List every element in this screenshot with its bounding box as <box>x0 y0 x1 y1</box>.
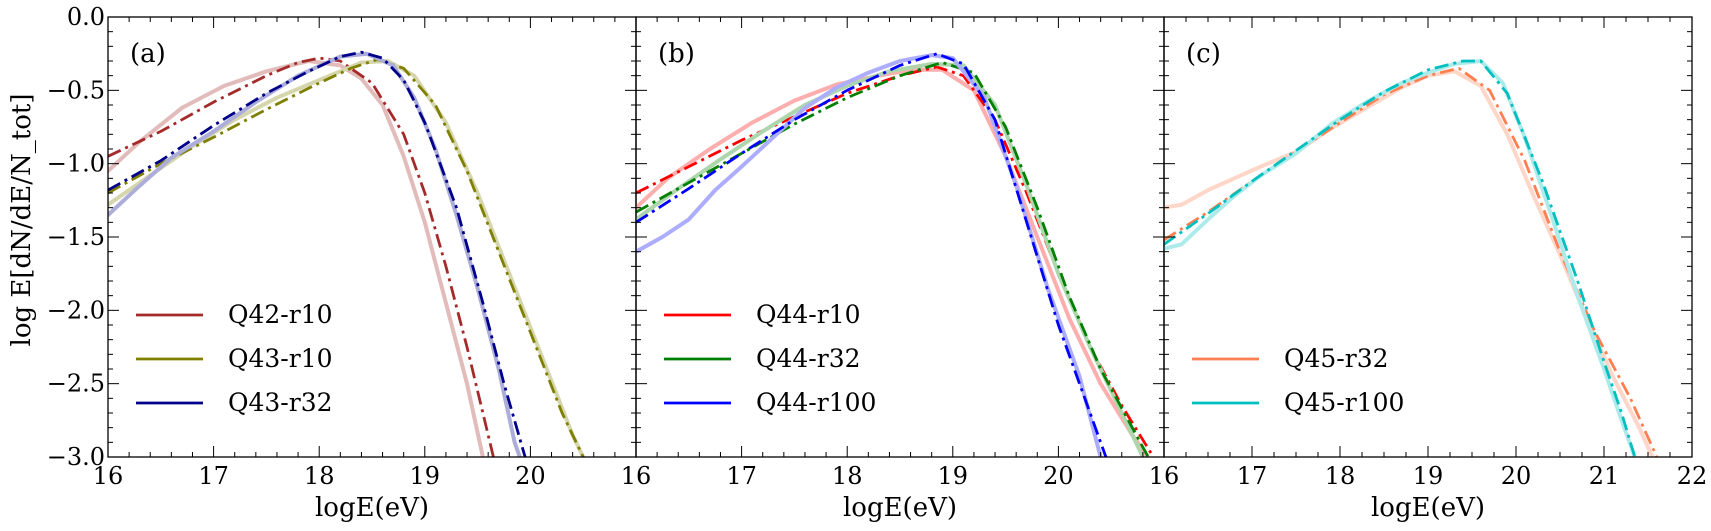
x-tick-label: 18 <box>304 462 335 490</box>
series-line-sim-Q43-r32 <box>108 51 522 457</box>
panel-series-group <box>1164 59 1659 457</box>
x-tick-label: 18 <box>832 462 863 490</box>
x-tick-label: 22 <box>1677 462 1708 490</box>
x-tick-label: 20 <box>1043 462 1074 490</box>
x-tick-label: 19 <box>410 462 441 490</box>
x-axis-title: logE(eV) <box>843 493 957 523</box>
legend-label: Q45-r100 <box>1284 388 1404 417</box>
panel-1: 16 17 18 19 20 −3.0 −2.5 −2.0 −1.5 −1.0 −0.5 0.0 log… <box>47 3 637 523</box>
series-line-fit-Q45-r100 <box>1164 59 1637 457</box>
series-line-fit-Q44-r10 <box>636 65 1155 457</box>
x-tick-label: 16 <box>621 462 652 490</box>
y-tick-label: −1.0 <box>47 150 105 178</box>
x-tick-label: 16 <box>93 462 124 490</box>
x-axis-title: logE(eV) <box>315 493 429 523</box>
series-line-fit-Q43-r10 <box>108 58 585 457</box>
x-tick-label: 17 <box>198 462 229 490</box>
series-line-fit-Q45-r32 <box>1164 66 1659 457</box>
y-tick-label: −3.0 <box>47 443 105 471</box>
panel-label: (c) <box>1186 39 1221 69</box>
x-tick-label: 19 <box>1413 462 1444 490</box>
legend-label: Q44-r32 <box>756 344 861 373</box>
legend: Q42-r10 Q43-r10 Q43-r32 <box>136 300 333 417</box>
panel-series-group <box>108 50 586 457</box>
series-line-sim-Q42-r10 <box>108 59 485 457</box>
legend: Q45-r32 Q45-r100 <box>1192 344 1404 417</box>
y-tick-label: −2.0 <box>47 296 105 324</box>
x-tick-label: 20 <box>515 462 546 490</box>
legend-label: Q43-r10 <box>228 344 333 373</box>
x-tick-label: 21 <box>1589 462 1620 490</box>
x-axis-title: logE(eV) <box>1371 493 1485 523</box>
y-tick-label: −1.5 <box>47 223 105 251</box>
legend-label: Q45-r32 <box>1284 344 1389 373</box>
legend-label: Q42-r10 <box>228 300 333 329</box>
panel-label: (b) <box>658 39 695 69</box>
y-axis-title-group: log E[dN/dE/N_tot] <box>7 94 37 347</box>
y-axis-title: log E[dN/dE/N_tot] <box>7 94 37 347</box>
series-line-sim-Q44-r32 <box>636 61 1145 457</box>
series-line-fit-Q44-r100 <box>636 52 1108 457</box>
y-tick-label: 0.0 <box>67 3 105 31</box>
series-line-sim-Q45-r32 <box>1164 69 1655 457</box>
panel-3: 16 17 18 19 20 21 22 logE(eV) (c) Q45-r32 Q45-r100 <box>1149 16 1708 523</box>
series-line-sim-Q43-r10 <box>108 59 586 457</box>
x-tick-label: 20 <box>1501 462 1532 490</box>
legend-label: Q44-r10 <box>756 300 861 329</box>
series-line-sim-Q44-r10 <box>636 67 1151 457</box>
series-line-fit-Q43-r32 <box>108 50 527 457</box>
panels-layer: 16 17 18 19 20 −3.0 −2.5 −2.0 −1.5 −1.0 −0.5 0.0 log… <box>47 3 1708 523</box>
panel-series-group <box>636 52 1155 457</box>
x-tick-label: 18 <box>1325 462 1356 490</box>
y-tick-label: −2.5 <box>47 370 105 398</box>
legend: Q44-r10 Q44-r32 Q44-r100 <box>664 300 876 417</box>
x-tick-label: 16 <box>1149 462 1180 490</box>
x-tick-label: 17 <box>1237 462 1268 490</box>
legend-label: Q43-r32 <box>228 388 333 417</box>
panel-label: (a) <box>130 39 166 69</box>
y-tick-label: −0.5 <box>47 76 105 104</box>
series-line-fit-Q44-r32 <box>636 61 1150 457</box>
x-tick-label: 17 <box>726 462 757 490</box>
panel-2: 16 17 18 19 20logE(eV)(b)Q44-r10Q44-r32Q44-r… <box>621 16 1165 523</box>
series-line-fit-Q42-r10 <box>108 56 495 457</box>
legend-label: Q44-r100 <box>756 388 876 417</box>
x-tick-label: 19 <box>938 462 969 490</box>
